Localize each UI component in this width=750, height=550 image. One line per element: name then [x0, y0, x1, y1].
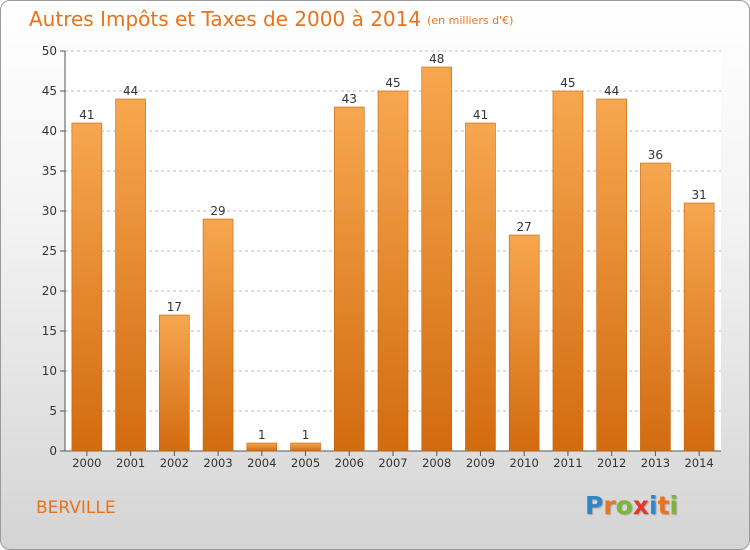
y-tick-label: 0: [49, 444, 57, 458]
logo-letter: o: [615, 491, 633, 520]
y-tick-label: 25: [42, 244, 57, 258]
bar: [421, 66, 453, 452]
data-label: 45: [560, 76, 575, 90]
x-tick-label: 2001: [116, 456, 145, 470]
data-label: 44: [123, 84, 138, 98]
bar: [202, 218, 234, 452]
data-label: 45: [385, 76, 400, 90]
x-tick-label: 2003: [203, 456, 232, 470]
y-tick-label: 35: [42, 164, 57, 178]
data-label: 31: [691, 188, 706, 202]
data-label: 43: [342, 92, 357, 106]
y-tick-label: 20: [42, 284, 57, 298]
title-text: Autres Impôts et Taxes de 2000 à 2014: [29, 7, 422, 31]
data-label: 1: [258, 428, 266, 442]
x-tick-label: 2014: [684, 456, 713, 470]
data-label: 36: [648, 148, 663, 162]
bar: [159, 314, 190, 452]
logo-letter: x: [632, 491, 649, 520]
y-tick-label: 45: [42, 84, 57, 98]
logo-letter: t: [657, 491, 670, 520]
data-label: 29: [210, 204, 225, 218]
y-tick-label: 30: [42, 204, 57, 218]
data-label: 48: [429, 52, 444, 66]
bar: [246, 442, 278, 452]
x-tick-label: 2002: [160, 456, 189, 470]
x-tick-label: 2006: [335, 456, 364, 470]
bar: [683, 202, 715, 452]
bar: [508, 234, 540, 452]
logo-letter: i: [669, 491, 679, 520]
x-tick-label: 2004: [247, 456, 276, 470]
bar: [115, 98, 146, 452]
y-tick-label: 15: [42, 324, 57, 338]
bar: [640, 162, 671, 452]
data-label: 17: [167, 300, 182, 314]
x-tick-label: 2009: [466, 456, 495, 470]
data-label: 1: [302, 428, 310, 442]
x-tick-label: 2012: [597, 456, 626, 470]
x-tick-label: 2013: [641, 456, 670, 470]
logo-letter: r: [603, 491, 616, 520]
bar: [596, 98, 627, 452]
x-tick-label: 2008: [422, 456, 451, 470]
bar: [465, 122, 496, 452]
x-tick-label: 2005: [291, 456, 320, 470]
x-tick-label: 2007: [378, 456, 407, 470]
data-label: 27: [517, 220, 532, 234]
logo-letter: i: [649, 491, 658, 520]
data-label: 41: [473, 108, 488, 122]
y-tick-label: 5: [49, 404, 57, 418]
y-tick-label: 40: [42, 124, 57, 138]
unit-note: (en milliers d'€): [427, 14, 514, 27]
bar: [377, 90, 409, 452]
data-label: 41: [79, 108, 94, 122]
y-tick-label: 50: [42, 44, 57, 58]
logo-letter: P: [585, 491, 604, 520]
x-tick-label: 2010: [510, 456, 539, 470]
x-tick-label: 2000: [72, 456, 101, 470]
y-tick-label: 10: [42, 364, 57, 378]
proxiti-logo: Proxiti: [585, 491, 678, 520]
bar: [290, 442, 321, 452]
bar: [333, 106, 365, 452]
bar: [71, 122, 103, 452]
data-label: 44: [604, 84, 619, 98]
bar: [552, 90, 584, 452]
chart-title: Autres Impôts et Taxes de 2000 à 2014 (en…: [29, 7, 513, 31]
commune-name: BERVILLE: [36, 498, 116, 518]
x-tick-label: 2011: [553, 456, 582, 470]
